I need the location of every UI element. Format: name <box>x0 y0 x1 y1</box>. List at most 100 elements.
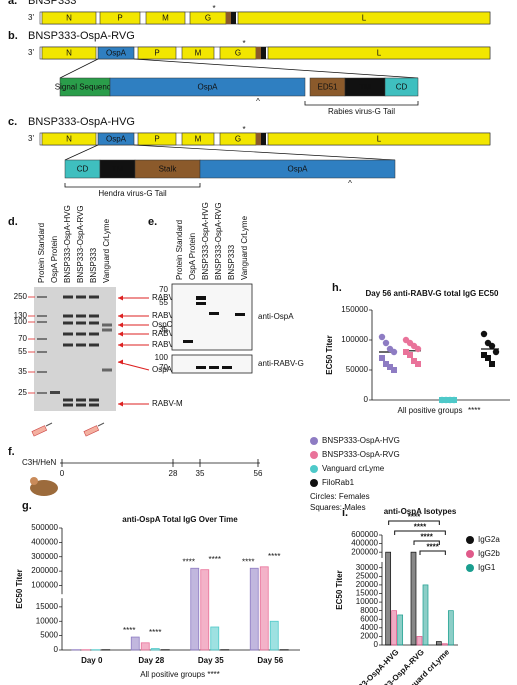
band <box>37 296 47 298</box>
annotation: **** <box>468 406 480 415</box>
band <box>37 321 47 323</box>
bar <box>385 551 392 646</box>
gene-label: N <box>66 135 72 144</box>
band <box>196 296 206 300</box>
band <box>196 302 206 305</box>
axis-break <box>59 594 65 599</box>
band <box>196 366 206 369</box>
y-tick-label: 20000 <box>356 580 379 589</box>
arrowhead <box>118 342 123 348</box>
legend-swatch <box>466 564 474 572</box>
gene <box>181 132 215 146</box>
significance: **** <box>268 552 280 561</box>
bar <box>140 642 150 651</box>
panel-label: g. <box>22 500 32 512</box>
syringe <box>31 425 48 437</box>
gene <box>137 46 177 60</box>
legend-swatch <box>466 536 474 544</box>
band <box>102 323 112 327</box>
point <box>407 352 413 358</box>
band <box>63 398 73 402</box>
band <box>76 343 86 347</box>
bracket <box>304 101 419 106</box>
antibody-label: anti-OspA <box>258 312 294 321</box>
y-tick-label: 8000 <box>360 606 378 615</box>
x-axis-label: All positive groups <box>398 406 463 415</box>
y-tick-label: 30000 <box>356 563 379 572</box>
bracket <box>64 183 201 188</box>
band <box>89 332 99 336</box>
gene <box>41 46 97 60</box>
gene <box>99 11 141 25</box>
lane-label: BNSP333 <box>227 244 236 280</box>
band <box>50 391 60 394</box>
domain-label: CD <box>77 165 89 174</box>
band <box>209 366 219 369</box>
y-tick-label: 400000 <box>351 539 378 548</box>
mw-label: 25 <box>18 388 27 397</box>
gene <box>41 11 97 25</box>
junction <box>226 12 231 24</box>
legend-label: IgG2a <box>478 535 500 544</box>
panel-label: i. <box>342 507 348 519</box>
day-label: 56 <box>254 469 263 478</box>
y-axis-label: EC50 Titer <box>15 569 24 608</box>
band <box>76 295 86 299</box>
y-tick-label: 10000 <box>36 616 59 625</box>
band <box>89 398 99 402</box>
mw-label: 70 <box>159 285 168 294</box>
point <box>379 355 385 361</box>
note: All positive groups **** <box>140 670 220 679</box>
y-tick-label: 100000 <box>341 335 368 344</box>
bar <box>422 584 429 646</box>
band <box>89 321 99 325</box>
bar <box>416 636 423 646</box>
y-tick-label: 0 <box>364 395 369 404</box>
day-label: 28 <box>169 469 178 478</box>
y-tick-label: 6000 <box>360 614 378 623</box>
x-tick-label: Day 56 <box>257 656 283 665</box>
gene <box>237 11 491 25</box>
y-axis-label: EC50 Titer <box>335 570 344 609</box>
legend-label: BNSP333-OspA-HVG <box>322 436 400 445</box>
band <box>222 366 232 369</box>
band <box>102 368 112 372</box>
arrowhead <box>118 331 123 337</box>
bar <box>249 567 259 651</box>
gene <box>97 132 135 146</box>
band-label: OspA <box>152 365 173 374</box>
gene-label: G <box>235 135 241 144</box>
legend-label: IgG2b <box>478 549 500 558</box>
point <box>403 349 409 355</box>
gene-label: N <box>66 49 72 58</box>
significance: **** <box>242 557 254 566</box>
gene-label: L <box>377 49 382 58</box>
point <box>489 361 495 367</box>
y-tick-label: 200000 <box>351 547 378 556</box>
gene-label: M <box>195 49 202 58</box>
lane-label: BNSP333 <box>89 247 98 283</box>
band-label: RABV-M <box>152 399 183 408</box>
point <box>411 358 417 364</box>
arrowhead <box>118 322 123 328</box>
y-tick-label: 300000 <box>31 552 58 561</box>
y-tick-label: 15000 <box>356 589 379 598</box>
x-tick-label: Day 0 <box>81 656 103 665</box>
bar <box>269 620 279 651</box>
blot <box>171 283 253 351</box>
syringe-needle <box>45 422 53 427</box>
y-tick-label: 15000 <box>36 602 59 611</box>
gene <box>97 46 135 60</box>
bar <box>200 569 210 651</box>
band-label: RABV-L <box>152 293 181 302</box>
panel-label: e. <box>148 216 157 228</box>
lane-label: BNSP333-OspA-RVG <box>214 202 223 280</box>
bar <box>259 566 269 651</box>
point <box>492 348 500 356</box>
mw-label: 70 <box>18 334 27 343</box>
band <box>63 403 73 407</box>
end-label: 3' <box>28 48 34 57</box>
band <box>89 343 99 347</box>
gene-label: L <box>362 14 367 23</box>
legend-swatch <box>310 465 318 473</box>
